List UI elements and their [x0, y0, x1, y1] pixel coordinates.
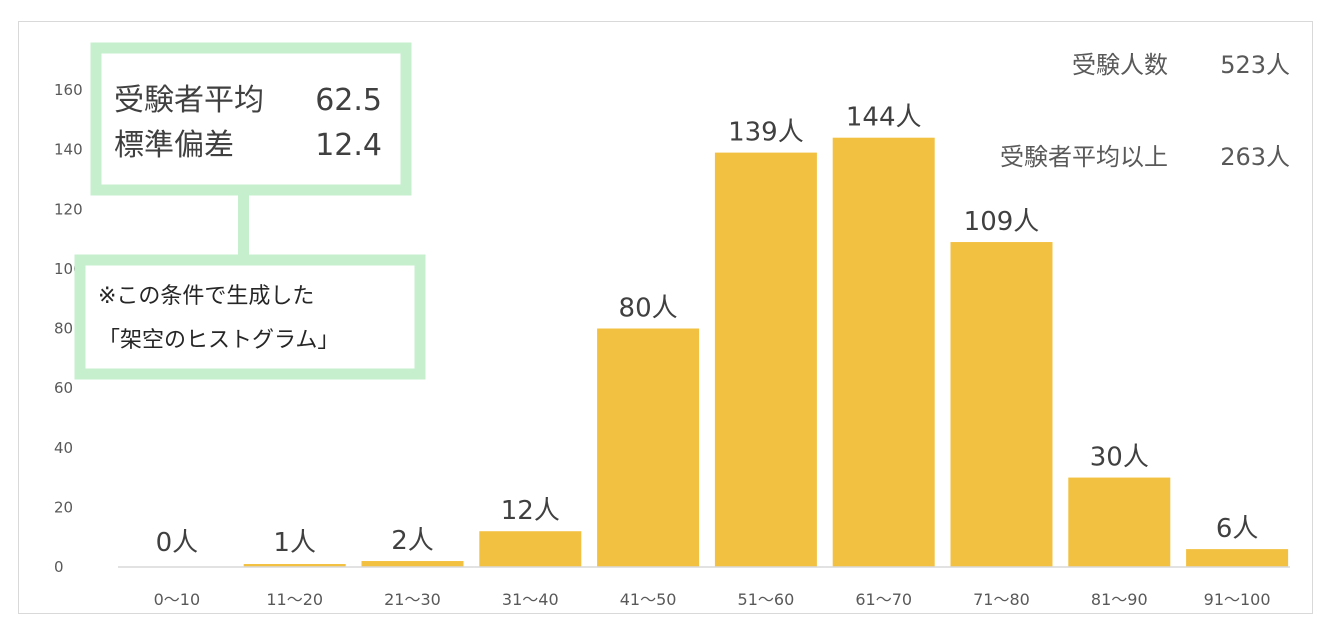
info-box: 受験者平均 62.5 標準偏差 12.4	[90, 42, 412, 196]
note-box: ※この条件で生成した 「架空のヒストグラム」	[74, 254, 426, 380]
x-category-label: 41〜50	[620, 590, 677, 609]
bar	[243, 564, 346, 567]
bar-value-label: 0人	[156, 528, 199, 558]
y-tick-label: 40	[54, 439, 73, 457]
x-axis-categories: 0〜10 11〜20 21〜30 31〜40 41〜50 51〜60 61〜70 71〜80 8…	[154, 590, 1271, 609]
y-tick-label: 140	[54, 141, 83, 159]
bar	[1068, 477, 1171, 567]
bar	[950, 242, 1053, 567]
x-category-label: 51〜60	[738, 590, 795, 609]
average-value: 62.5	[315, 83, 382, 118]
bar-value-label: 2人	[391, 526, 434, 556]
bar	[479, 531, 582, 567]
bar	[714, 152, 817, 567]
bar-value-label: 12人	[501, 496, 560, 526]
bar-value-label: 80人	[619, 294, 678, 324]
box-connector	[238, 190, 249, 260]
x-category-label: 91〜100	[1204, 590, 1271, 609]
x-category-label: 81〜90	[1091, 590, 1148, 609]
bar-value-label: 1人	[273, 528, 316, 558]
y-tick-label: 120	[54, 200, 83, 218]
bar-value-label: 30人	[1090, 443, 1149, 473]
bar-value-label: 139人	[728, 118, 804, 148]
bar	[597, 328, 700, 567]
bar-value-label: 144人	[846, 103, 922, 133]
bar	[832, 137, 935, 567]
y-tick-label: 160	[54, 81, 83, 99]
bars	[243, 137, 1289, 567]
bar-value-label: 109人	[964, 207, 1040, 237]
note-line-1: ※この条件で生成した	[98, 284, 314, 309]
y-tick-label: 0	[54, 558, 64, 576]
above-average-value: 263人	[1220, 143, 1290, 171]
average-label: 受験者平均	[114, 83, 264, 118]
x-category-label: 31〜40	[502, 590, 559, 609]
examinees-label: 受験人数	[1072, 51, 1168, 79]
y-tick-label: 20	[54, 498, 73, 516]
bar	[361, 561, 464, 567]
above-average-label: 受験者平均以上	[1000, 143, 1168, 171]
bar-value-label: 6人	[1216, 514, 1259, 544]
std-dev-value: 12.4	[315, 128, 382, 163]
x-category-label: 11〜20	[266, 590, 323, 609]
x-category-label: 21〜30	[384, 590, 441, 609]
data-labels: 0人 1人 2人 12人 80人 139人 144人 109人 30人 6人	[156, 103, 1259, 558]
examinees-value: 523人	[1220, 51, 1290, 79]
note-line-2: 「架空のヒストグラム」	[98, 328, 339, 353]
bar	[1186, 549, 1289, 567]
x-category-label: 0〜10	[154, 590, 201, 609]
std-dev-label: 標準偏差	[114, 128, 234, 163]
y-tick-label: 80	[54, 320, 73, 338]
y-tick-label: 60	[54, 379, 73, 397]
x-category-label: 71〜80	[973, 590, 1030, 609]
x-category-label: 61〜70	[855, 590, 912, 609]
